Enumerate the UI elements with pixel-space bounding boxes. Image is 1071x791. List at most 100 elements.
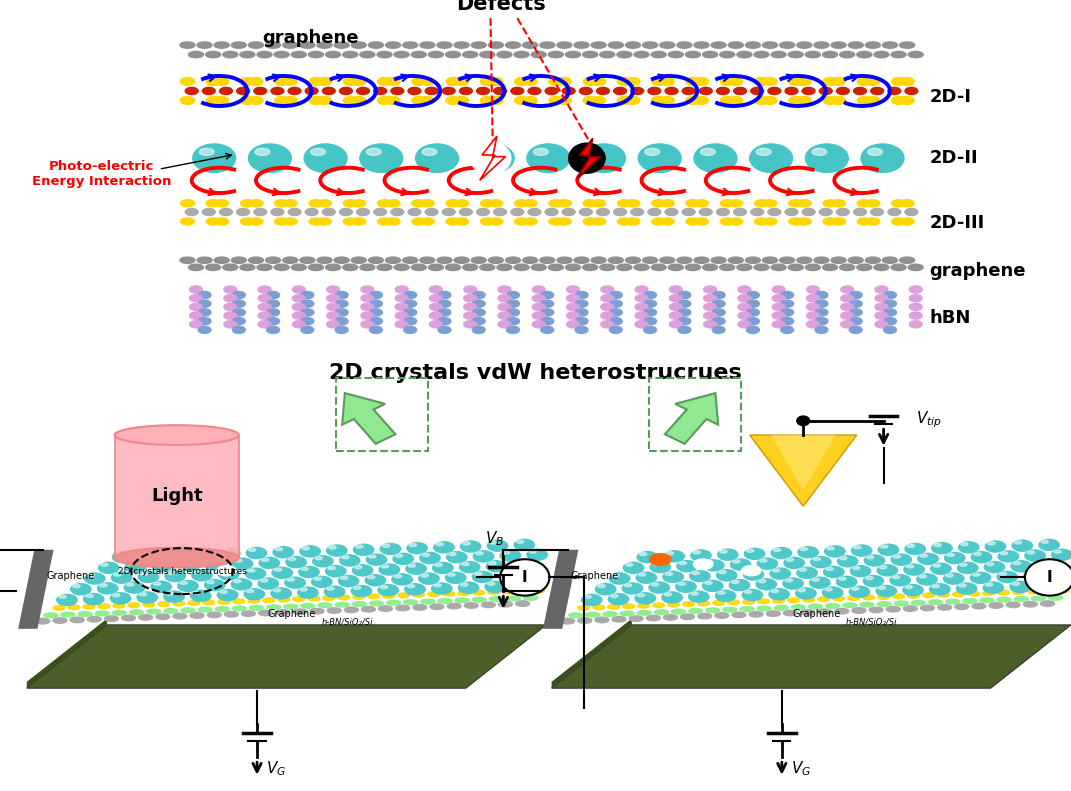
Ellipse shape [802,209,815,215]
Ellipse shape [112,551,133,562]
Ellipse shape [649,554,672,566]
Ellipse shape [259,558,280,569]
Ellipse shape [879,566,887,569]
Ellipse shape [832,218,846,225]
Ellipse shape [893,555,901,558]
Ellipse shape [267,605,281,610]
Ellipse shape [283,257,298,263]
Ellipse shape [368,555,376,558]
Ellipse shape [241,97,255,104]
Ellipse shape [865,577,873,580]
Ellipse shape [257,264,272,271]
Ellipse shape [721,200,735,206]
Ellipse shape [481,97,495,104]
Ellipse shape [712,317,725,324]
Ellipse shape [704,286,716,293]
Text: $V_G$: $V_G$ [267,759,286,778]
Ellipse shape [768,209,781,215]
Ellipse shape [931,563,951,574]
Ellipse shape [754,264,769,271]
Ellipse shape [770,568,790,579]
Ellipse shape [318,78,332,85]
Ellipse shape [908,51,923,58]
Ellipse shape [378,200,392,206]
Ellipse shape [498,294,511,301]
Ellipse shape [865,257,880,263]
Ellipse shape [524,78,538,85]
Ellipse shape [638,144,681,172]
Ellipse shape [746,300,759,307]
Ellipse shape [482,602,496,607]
Ellipse shape [115,425,239,445]
Ellipse shape [1040,561,1047,564]
Ellipse shape [215,218,229,225]
Ellipse shape [343,51,358,58]
Ellipse shape [805,51,820,58]
Ellipse shape [394,264,409,271]
Ellipse shape [699,209,712,215]
Ellipse shape [980,598,994,603]
Ellipse shape [947,553,954,556]
Ellipse shape [737,264,752,271]
Ellipse shape [300,588,307,591]
Ellipse shape [669,294,682,301]
Ellipse shape [446,264,461,271]
Ellipse shape [515,97,529,104]
Ellipse shape [224,294,237,301]
Ellipse shape [429,321,442,327]
Ellipse shape [244,589,265,600]
Ellipse shape [180,78,195,85]
Ellipse shape [258,303,271,310]
Ellipse shape [789,218,803,225]
Ellipse shape [355,566,362,569]
Text: 2D-III: 2D-III [930,214,985,232]
Ellipse shape [567,303,579,310]
Ellipse shape [356,545,363,548]
Ellipse shape [772,312,785,319]
Ellipse shape [682,88,695,94]
Circle shape [500,559,549,596]
Ellipse shape [126,583,134,586]
Ellipse shape [755,97,769,104]
Ellipse shape [711,42,726,48]
Ellipse shape [824,78,838,85]
Ellipse shape [59,595,66,598]
Ellipse shape [959,584,966,587]
Ellipse shape [301,326,314,334]
Ellipse shape [1041,601,1055,607]
Ellipse shape [938,604,952,610]
Ellipse shape [1013,589,1025,594]
Ellipse shape [514,264,529,271]
Ellipse shape [774,605,788,610]
Ellipse shape [788,264,803,271]
Ellipse shape [258,312,271,319]
Ellipse shape [433,562,453,573]
Ellipse shape [203,600,214,605]
Ellipse shape [984,562,1005,573]
Ellipse shape [797,567,817,578]
Ellipse shape [395,321,408,327]
Ellipse shape [558,218,572,225]
Ellipse shape [258,294,271,301]
Ellipse shape [786,558,794,562]
Ellipse shape [180,42,195,48]
Ellipse shape [678,300,691,307]
Ellipse shape [298,587,318,598]
Ellipse shape [620,611,634,616]
Ellipse shape [888,209,901,215]
Ellipse shape [712,291,725,298]
Ellipse shape [151,581,171,592]
Ellipse shape [669,312,682,319]
Ellipse shape [471,42,486,48]
Ellipse shape [501,571,509,574]
Ellipse shape [516,601,530,607]
Ellipse shape [101,563,108,566]
Ellipse shape [481,218,495,225]
Ellipse shape [378,585,398,596]
Ellipse shape [392,574,412,585]
Ellipse shape [763,257,778,263]
Ellipse shape [574,42,589,48]
Ellipse shape [288,88,301,94]
Ellipse shape [1051,570,1071,581]
Ellipse shape [687,97,700,104]
